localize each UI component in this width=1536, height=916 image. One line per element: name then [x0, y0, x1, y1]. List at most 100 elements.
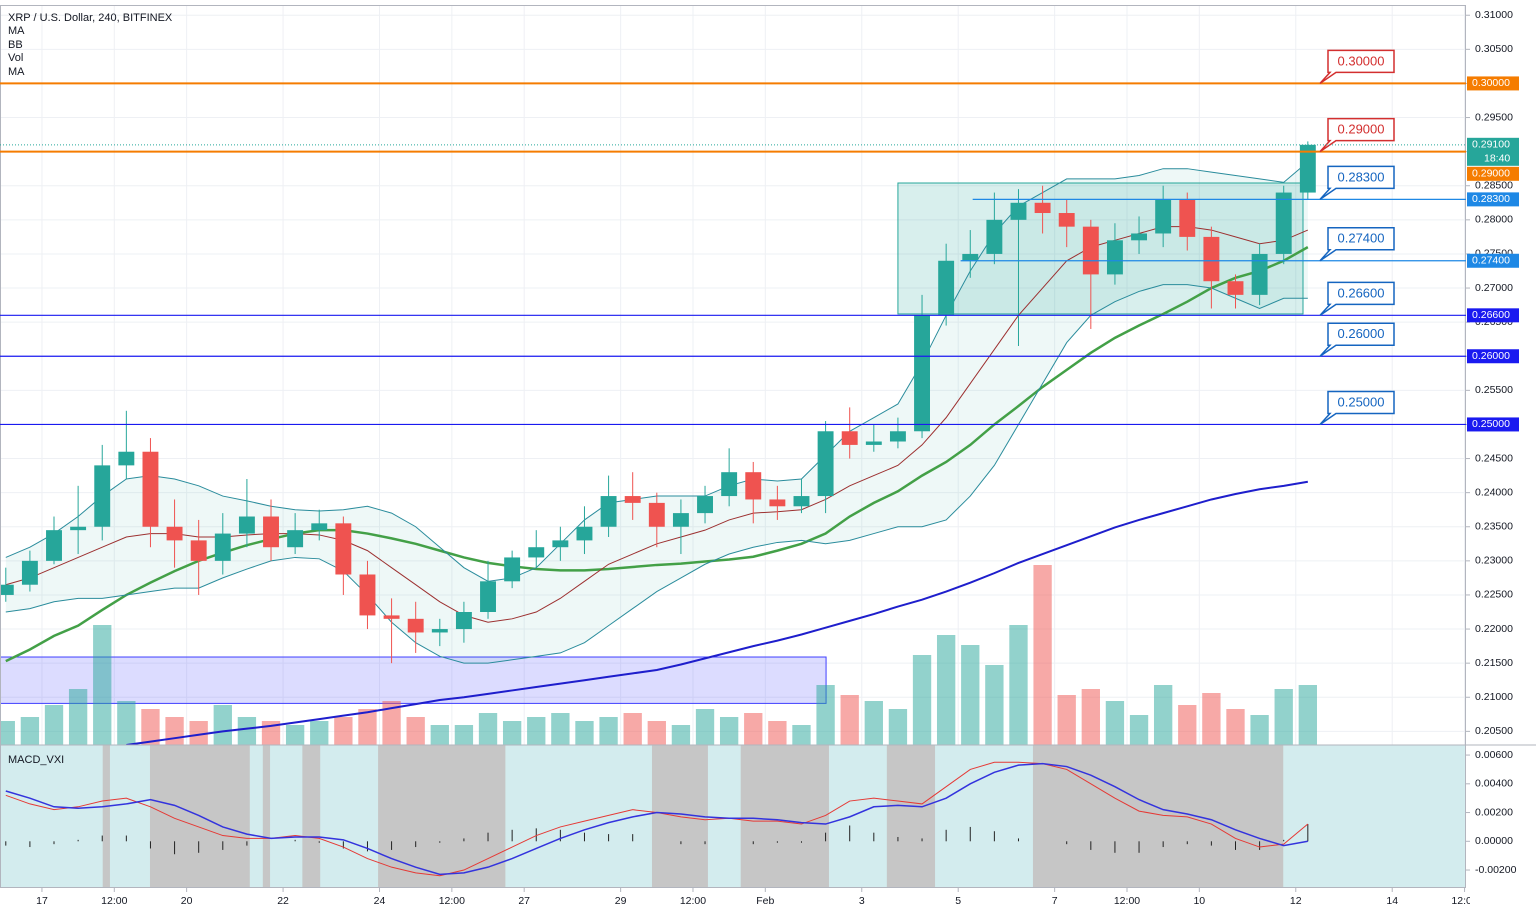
- volume-bar: [358, 709, 377, 745]
- x-tick-label: 12:00: [1451, 895, 1477, 907]
- volume-bar: [406, 717, 425, 745]
- candle-body: [383, 615, 400, 619]
- axis-badge: [1467, 166, 1519, 181]
- candle-body: [1082, 226, 1099, 275]
- legend-item: MA: [8, 66, 25, 78]
- x-tick-label: 12:00: [1114, 895, 1140, 907]
- candle-body: [1131, 233, 1148, 241]
- volume-bar: [985, 665, 1004, 745]
- volume-bar: [527, 717, 546, 745]
- volume-bar: [623, 713, 642, 745]
- volume-bar: [189, 721, 208, 745]
- candle-body: [431, 629, 448, 633]
- callout-box: [1319, 117, 1395, 153]
- candle-body: [335, 523, 352, 575]
- candle-body: [528, 547, 545, 558]
- volume-bar: [719, 717, 739, 745]
- axis-badge-label: 0.26600: [1472, 309, 1510, 321]
- volume-bar: [888, 709, 908, 745]
- volume-bar: [1009, 625, 1028, 745]
- volume-bar: [864, 701, 883, 745]
- volume-bar: [334, 717, 353, 745]
- x-tick-label: 20: [181, 895, 193, 907]
- candle-body: [576, 526, 593, 541]
- y-tick-label: 0.22500: [1475, 589, 1513, 601]
- candle-body: [46, 530, 62, 561]
- candle-body: [1179, 199, 1196, 237]
- macd-zone: [378, 745, 506, 888]
- volume-bar: [912, 655, 932, 745]
- y-tick-label: 0.21000: [1475, 691, 1513, 703]
- volume-bar: [1298, 685, 1317, 745]
- candle-body: [1299, 144, 1316, 193]
- y-tick-label: 0.28000: [1475, 214, 1513, 226]
- y-tick-label: 0.29500: [1475, 111, 1513, 123]
- volume-bar: [310, 721, 329, 745]
- x-tick-label: 24: [374, 895, 386, 907]
- time-axis: 17 12:00 20 22 24 12:00 27 29 12:00 Feb 3 5 7 12:00 10…: [36, 888, 1477, 907]
- callout-label: 0.25000: [1338, 394, 1385, 409]
- candle-body: [142, 451, 159, 527]
- candle-body: [552, 540, 569, 548]
- axis-badge: [1467, 192, 1519, 207]
- y-tick-label: 0.00400: [1475, 778, 1513, 790]
- volume-bar: [840, 695, 859, 745]
- y-tick-label: 0.31000: [1475, 9, 1513, 21]
- callout-box: [1319, 390, 1395, 426]
- candle-body: [118, 451, 135, 466]
- volume-bar: [1274, 689, 1293, 745]
- volume-bar: [454, 725, 474, 745]
- volume-bar: [1033, 565, 1052, 745]
- volume-bar: [478, 713, 498, 745]
- legend-item: Vol: [8, 52, 23, 64]
- candle-body: [1155, 199, 1172, 234]
- candle-body: [697, 496, 713, 514]
- volume-bar: [936, 635, 956, 745]
- axis-badge: [1467, 76, 1519, 91]
- candle-body: [889, 431, 906, 442]
- countdown-label: 18:40: [1484, 153, 1510, 165]
- volume-bar: [768, 721, 787, 745]
- y-tick-label: 0.25500: [1475, 384, 1513, 396]
- macd-zone: [102, 745, 110, 888]
- candle-body: [600, 496, 617, 527]
- x-tick-label: 5: [955, 895, 961, 907]
- axis-badge: [1467, 349, 1519, 364]
- axis-badge: [1467, 417, 1519, 432]
- volume-bar: [1178, 705, 1197, 745]
- price-pane: [0, 5, 1466, 745]
- candle-body: [480, 581, 496, 613]
- macd-zone: [740, 745, 829, 888]
- macd-line: [5, 762, 1308, 876]
- volume-bar: [671, 725, 691, 745]
- price-axis: 0.310000.305000.300000.295000.290000.285…: [0, 5, 1536, 888]
- y-tick-label: 0.27000: [1475, 282, 1513, 294]
- candle-body: [94, 465, 111, 527]
- macd-zone: [1032, 745, 1284, 888]
- candle-body: [70, 526, 87, 531]
- callout-box: [1319, 281, 1395, 316]
- callout-label: 0.29000: [1338, 122, 1385, 137]
- candle-body: [287, 530, 304, 548]
- y-tick-label: 0.00200: [1475, 806, 1513, 818]
- volume-bar: [20, 717, 40, 745]
- volume-bar: [647, 721, 666, 745]
- volume-bar: [213, 705, 232, 745]
- legend-item: MA: [8, 25, 25, 37]
- volume-bar: [575, 721, 594, 745]
- frame: [0, 5, 1466, 888]
- volume-bar: [816, 685, 835, 745]
- candle-body: [938, 260, 955, 316]
- y-tick-label: 0.21500: [1475, 657, 1513, 669]
- macd-zone: [262, 745, 271, 888]
- candle-body: [721, 472, 738, 497]
- x-tick-label: 12:00: [439, 895, 465, 907]
- volume-bar: [1153, 685, 1173, 745]
- axis-badge: [1467, 253, 1519, 268]
- candle-body: [1203, 236, 1220, 282]
- axis-badge-label: 0.30000: [1472, 77, 1510, 89]
- callout-box: [1319, 227, 1395, 262]
- candle-body: [263, 516, 279, 548]
- chart-title: XRP / U.S. Dollar, 240, BITFINEX: [8, 12, 173, 24]
- axis-badge: [1467, 137, 1519, 166]
